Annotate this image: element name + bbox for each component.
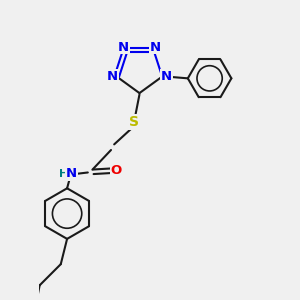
- Text: N: N: [107, 70, 118, 83]
- Text: H: H: [59, 169, 68, 178]
- Text: N: N: [150, 40, 161, 54]
- Text: N: N: [66, 167, 77, 180]
- Text: N: N: [161, 70, 172, 83]
- Text: O: O: [110, 164, 122, 177]
- Text: S: S: [129, 115, 139, 129]
- Text: N: N: [118, 40, 129, 54]
